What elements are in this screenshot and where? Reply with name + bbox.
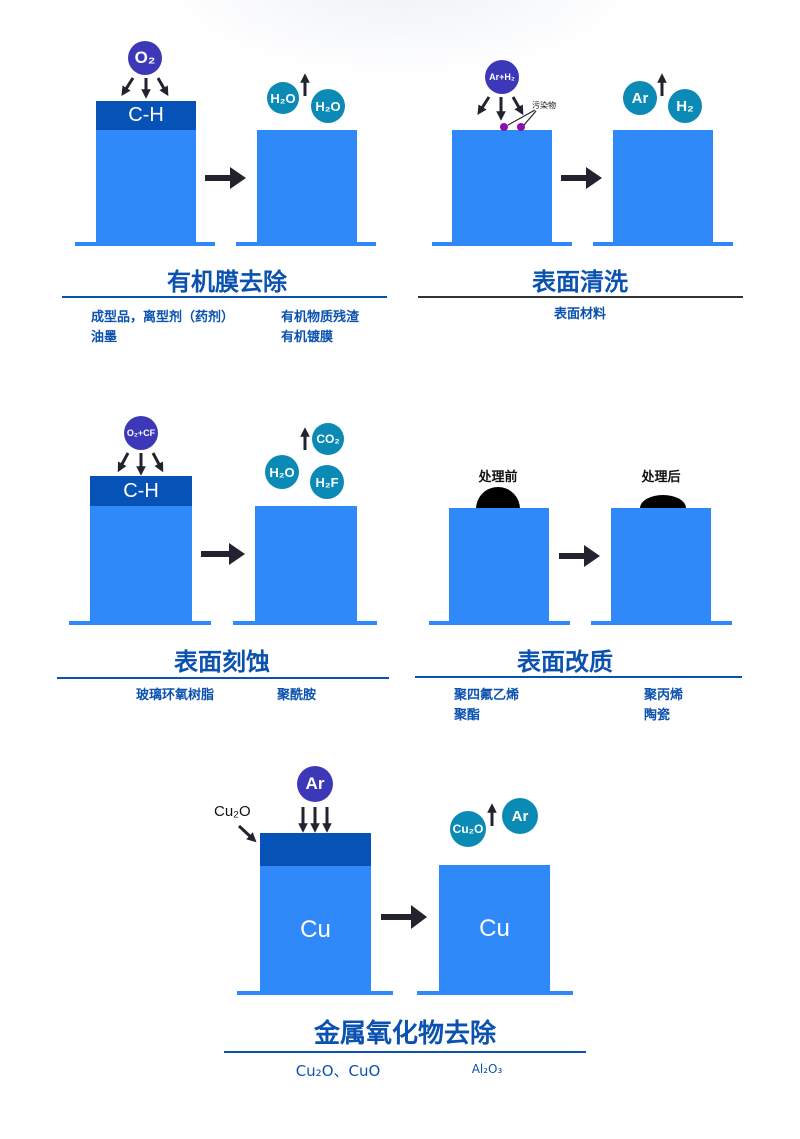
- process-arrow-icon: [201, 543, 245, 565]
- substrate-base: [69, 621, 211, 625]
- h2-molecule: H₂: [668, 89, 702, 123]
- material-item: 聚酰胺: [277, 688, 317, 703]
- substrate-base: [417, 991, 573, 995]
- cu2o-label: Cu₂O: [214, 803, 251, 820]
- substrate-block: [257, 130, 357, 244]
- contaminant-dot: [517, 123, 525, 131]
- material-item: Al₂O₃: [471, 1062, 503, 1076]
- material-item: 玻璃环氧树脂: [136, 688, 215, 703]
- contaminant-pointer: [507, 109, 536, 126]
- cu-label: Cu: [479, 915, 510, 942]
- down-arrow-icon: [121, 77, 135, 97]
- substrate-block: [96, 130, 196, 244]
- before-label: 处理前: [478, 470, 518, 485]
- process-arrow-icon: [381, 905, 427, 929]
- cu2o-molecule: Cu₂O: [450, 811, 486, 847]
- cu-substrate: Cu: [260, 866, 371, 993]
- co2-molecule: CO₂: [312, 423, 344, 455]
- substrate-block: [449, 508, 549, 623]
- material-item: 陶瓷: [644, 708, 671, 723]
- material-item: 油墨: [91, 330, 118, 345]
- cu-substrate: Cu: [439, 865, 550, 993]
- contaminant-dot: [500, 123, 508, 131]
- divider: [224, 1051, 586, 1053]
- divider: [57, 677, 389, 679]
- process-arrow-icon: [205, 167, 246, 189]
- ar-atom: Ar: [297, 766, 333, 802]
- ch-layer: C-H: [90, 476, 192, 506]
- substrate-block: [90, 506, 192, 623]
- section-title: 表面改质: [517, 648, 613, 676]
- substrate-block: [611, 508, 711, 623]
- substrate-base: [432, 242, 572, 246]
- process-arrow-icon: [561, 167, 602, 189]
- section-title: 有机膜去除: [167, 268, 287, 296]
- material-item: 聚酯: [454, 708, 481, 723]
- pointer-arrow-icon: [237, 824, 257, 843]
- o2-molecule: O₂: [128, 41, 162, 75]
- section-title: 表面清洗: [532, 268, 628, 296]
- substrate-base: [593, 242, 733, 246]
- h2o-molecule: H₂O: [265, 455, 299, 489]
- down-arrow-icon: [117, 452, 130, 473]
- divider: [418, 296, 743, 298]
- ar-atom: Ar: [502, 798, 538, 834]
- substrate-base: [237, 991, 393, 995]
- material-item: 聚四氟乙烯: [454, 688, 520, 703]
- material-item: 有机物质残渣: [281, 310, 360, 325]
- substrate-block: [255, 506, 357, 623]
- down-arrow-icon: [477, 96, 491, 116]
- o2-cf-molecule: O₂+CF: [124, 416, 158, 450]
- substrate-block: [452, 130, 552, 244]
- material-item: 有机镀膜: [281, 330, 334, 345]
- substrate-base: [75, 242, 215, 246]
- material-item: 聚丙烯: [644, 688, 684, 703]
- cu2o-layer: [260, 833, 371, 866]
- section-title: 金属氧化物去除: [313, 1019, 497, 1049]
- substrate-base: [429, 621, 570, 625]
- process-arrow-icon: [559, 545, 600, 567]
- material-item: 成型品，离型剂（药剂）: [91, 310, 235, 325]
- down-arrow-icon: [511, 96, 524, 116]
- material-item: 表面材料: [553, 307, 607, 322]
- ar-atom: Ar: [623, 81, 657, 115]
- down-arrow-icon: [151, 452, 164, 473]
- h2o-molecule: H₂O: [311, 89, 345, 123]
- down-arrow-icon: [156, 77, 169, 97]
- contaminant-label: 污染物: [532, 101, 556, 110]
- material-item: Cu₂O、CuO: [295, 1062, 381, 1080]
- ch-layer: C-H: [96, 101, 196, 130]
- contaminant-pointer: [523, 110, 537, 126]
- substrate-base: [236, 242, 376, 246]
- substrate-base: [591, 621, 732, 625]
- substrate-block: [613, 130, 713, 244]
- ar-h2-molecule: Ar+H₂: [485, 60, 519, 94]
- h2f-molecule: H₂F: [310, 465, 344, 499]
- h2o-molecule: H₂O: [267, 82, 299, 114]
- divider: [62, 296, 387, 298]
- divider: [415, 676, 742, 678]
- cu-label: Cu: [300, 915, 331, 943]
- section-title: 表面刻蚀: [174, 648, 270, 676]
- substrate-base: [233, 621, 377, 625]
- after-label: 处理后: [641, 470, 681, 485]
